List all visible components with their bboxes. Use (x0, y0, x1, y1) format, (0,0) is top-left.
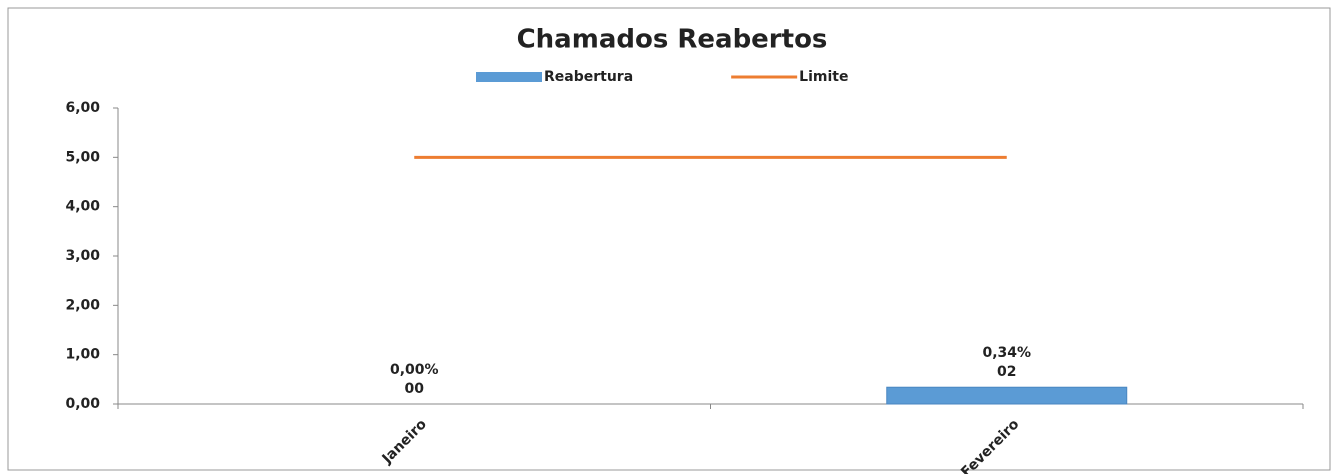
legend-label: Reabertura (544, 69, 633, 85)
count-label: 00 (405, 381, 425, 397)
legend-swatch (476, 72, 542, 82)
chart-title: Chamados Reabertos (517, 25, 828, 55)
legend-label: Limite (799, 69, 848, 85)
chart-frame (7, 7, 1331, 471)
value-label: 0,34% (982, 345, 1031, 361)
value-label: 0,00% (390, 362, 439, 378)
y-tick-label: 3,00 (65, 248, 100, 264)
y-tick-label: 6,00 (65, 100, 100, 116)
count-label: 02 (997, 364, 1016, 380)
y-tick-label: 0,00 (65, 396, 100, 412)
y-tick-label: 5,00 (65, 149, 100, 165)
bar (886, 386, 1128, 405)
y-tick-label: 4,00 (65, 199, 100, 215)
y-tick-label: 1,00 (65, 347, 100, 363)
y-tick-label: 2,00 (65, 297, 100, 313)
